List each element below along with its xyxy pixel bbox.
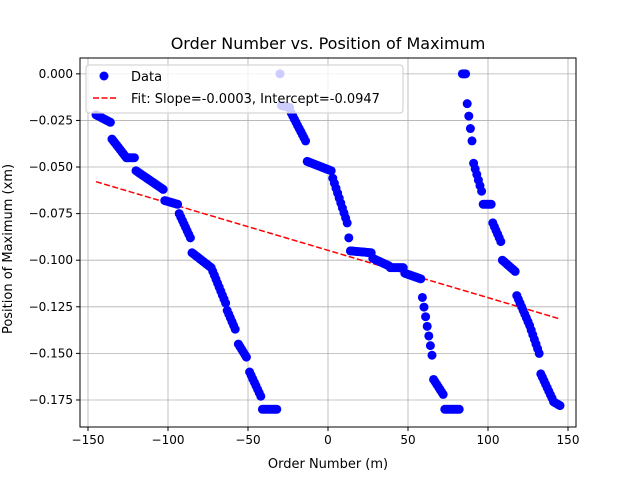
legend-label-fit: Fit: Slope=-0.0003, Intercept=-0.0947 [131, 92, 380, 107]
x-tick-label: 150 [557, 433, 580, 447]
chart-title: Order Number vs. Position of Maximum [171, 34, 486, 53]
data-point [173, 199, 183, 209]
x-tick-label: −150 [72, 433, 105, 447]
data-point [438, 389, 448, 399]
data-point [326, 166, 336, 176]
y-axis-ticks: 0.000 −0.025 −0.050 −0.075 −0.100 −0.125 −0.15… [29, 67, 80, 407]
data-point [301, 136, 311, 146]
data-point [454, 404, 464, 414]
data-point [185, 233, 195, 243]
y-tick-label: −0.175 [29, 393, 73, 407]
data-point [424, 331, 434, 341]
data-point [477, 186, 487, 196]
data-point [425, 341, 435, 351]
x-tick-label: 0 [324, 433, 332, 447]
data-series [91, 69, 565, 414]
x-tick-label: −50 [235, 433, 260, 447]
data-point [467, 136, 477, 146]
data-point [464, 111, 474, 121]
data-point [129, 153, 139, 163]
y-axis-label: Position of Maximum (xm) [1, 164, 16, 334]
data-point [419, 302, 429, 312]
data-point [241, 352, 251, 362]
y-tick-label: −0.125 [29, 300, 73, 314]
data-point [256, 391, 266, 401]
data-point [427, 350, 437, 360]
legend-marker-data [99, 71, 109, 81]
data-point [422, 321, 432, 331]
y-tick-label: −0.075 [29, 207, 73, 221]
data-point [510, 266, 520, 276]
data-point [421, 312, 431, 322]
y-tick-label: −0.025 [29, 113, 73, 127]
y-tick-label: −0.150 [29, 346, 73, 360]
data-point [221, 298, 231, 308]
y-tick-label: 0.000 [39, 67, 73, 81]
data-point [486, 199, 496, 209]
x-tick-label: 100 [477, 433, 500, 447]
x-axis-ticks: −150 −100 −50 0 50 100 150 [72, 427, 580, 447]
y-tick-label: −0.100 [29, 253, 73, 267]
x-axis-label: Order Number (m) [268, 457, 388, 472]
data-point [534, 348, 544, 358]
legend-box [85, 64, 404, 114]
data-point [461, 69, 471, 79]
x-tick-label: 50 [400, 433, 415, 447]
data-point [416, 274, 426, 284]
data-point [462, 99, 472, 109]
data-point [342, 218, 352, 228]
data-point [105, 117, 115, 127]
data-point [465, 124, 475, 134]
data-point [417, 292, 427, 302]
legend-label-data: Data [131, 70, 162, 85]
y-tick-label: −0.050 [29, 160, 73, 174]
data-point [555, 401, 565, 411]
data-point [344, 233, 354, 243]
x-tick-label: −100 [152, 433, 185, 447]
data-point [158, 184, 168, 194]
data-point [230, 324, 240, 334]
data-point [496, 237, 506, 247]
data-point [272, 404, 282, 414]
legend: Data Fit: Slope=-0.0003, Intercept=-0.09… [85, 64, 404, 114]
